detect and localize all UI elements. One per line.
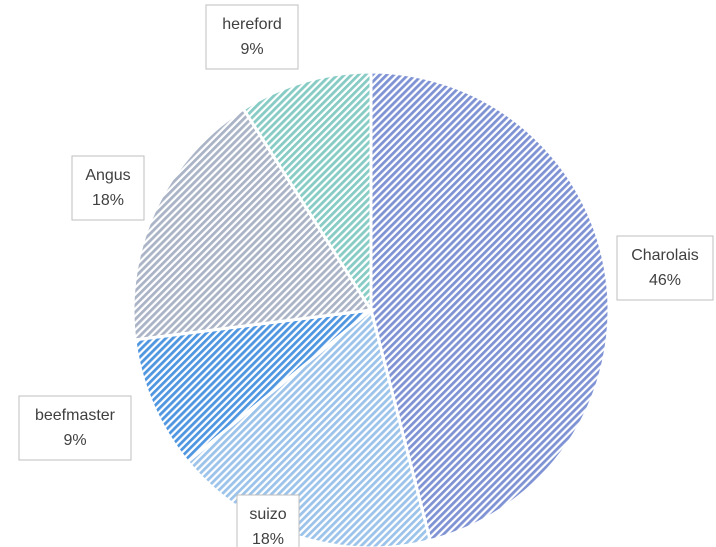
pie-slice (131, 106, 374, 342)
label-box (236, 494, 300, 547)
slice-value-label: 9% (240, 41, 263, 58)
slice-value-label: 18% (92, 192, 124, 209)
pie-slice (369, 70, 611, 543)
slice-label: Angus (85, 167, 130, 184)
slice-value-label: 18% (252, 531, 284, 547)
slice-label: Charolais (631, 247, 699, 264)
pie-slice (241, 70, 373, 316)
label-box (616, 235, 714, 301)
slice-value-label: 9% (63, 432, 86, 449)
label-box (205, 4, 299, 70)
pie-slice (133, 307, 376, 464)
slice-value-label: 46% (649, 272, 681, 289)
slice-label: suizo (249, 506, 286, 523)
slice-label: hereford (222, 16, 282, 33)
label-box (71, 155, 145, 221)
label-box (18, 395, 132, 461)
slice-label: beefmaster (35, 407, 116, 424)
